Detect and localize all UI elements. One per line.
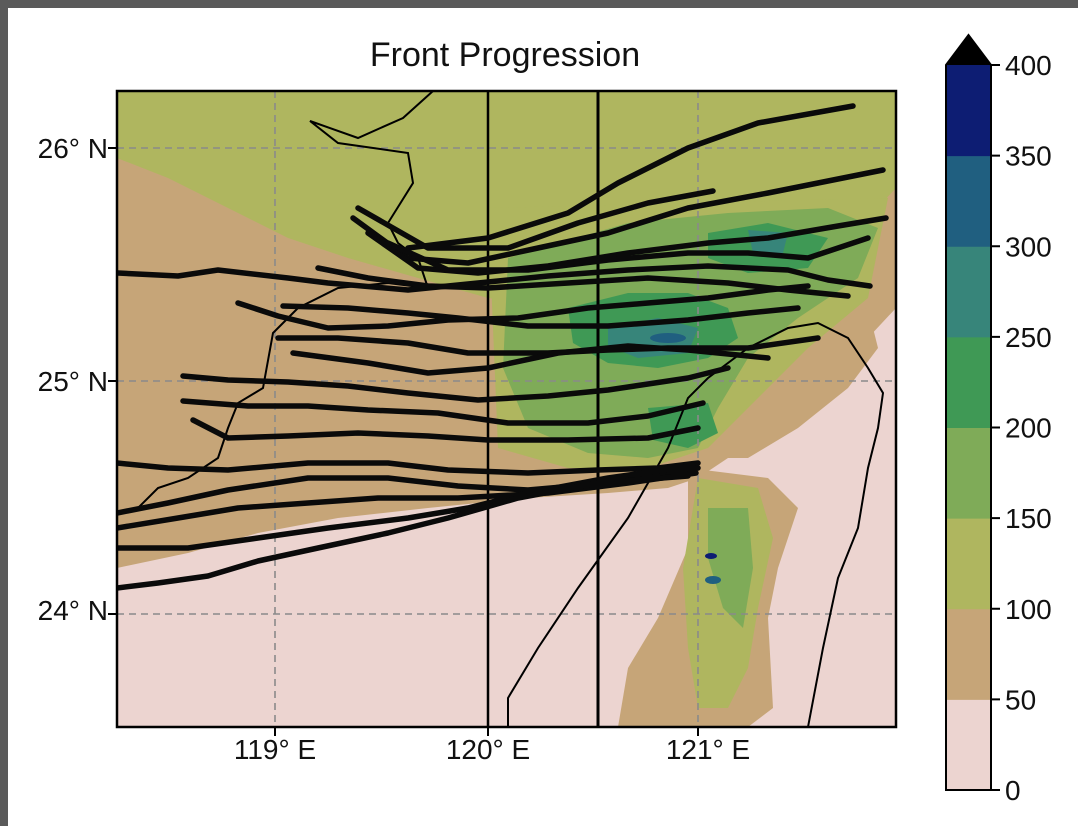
colorbar: 0 50 100 150 200 250 300 350 400 (945, 33, 1052, 806)
map-area (117, 91, 896, 727)
colorbar-tick-label: 0 (1005, 775, 1021, 806)
colorbar-segment (946, 699, 991, 791)
map-title: Front Progression (370, 36, 640, 74)
colorbar-segment (946, 65, 991, 157)
front-line (117, 463, 696, 551)
colorbar-segment (946, 336, 991, 428)
front-line (355, 188, 716, 251)
front-line (405, 103, 856, 251)
front-line (235, 283, 811, 331)
precip-band-150-b (708, 508, 753, 628)
precip-max-c (705, 553, 717, 559)
colorbar-tick-label: 300 (1005, 231, 1052, 262)
lat-tick-label-24: 24° N (38, 595, 108, 626)
colorbar-segment (946, 608, 991, 700)
front-lines (117, 103, 889, 591)
front-line (117, 470, 699, 531)
axis-tick-marks (108, 147, 699, 736)
front-line (117, 473, 691, 591)
colorbar-tick-label: 100 (1005, 594, 1052, 625)
colorbar-segment (946, 518, 991, 610)
map-frame (115, 89, 898, 729)
colorbar-segment (946, 155, 991, 247)
front-line (365, 215, 889, 276)
front-line (180, 398, 706, 426)
precip-max-b (705, 576, 721, 584)
colorbar-tick-label: 150 (1005, 503, 1052, 534)
colorbar-tick-label: 200 (1005, 413, 1052, 444)
colorbar-tick-label: 50 (1005, 684, 1036, 715)
front-line (117, 460, 701, 476)
lon-tick-label-121: 121° E (666, 734, 750, 765)
lat-tick-label-26: 26° N (38, 133, 108, 164)
figure-svg: Front Progression (38, 33, 1052, 806)
lon-tick-label-120: 120° E (446, 734, 530, 765)
front-line (280, 303, 801, 329)
colorbar-tick-label: 350 (1005, 141, 1052, 172)
front-line (190, 417, 701, 443)
lat-tick-label-25: 25° N (38, 366, 108, 397)
front-line (385, 235, 871, 273)
front-line (117, 263, 873, 293)
colorbar-segment (946, 246, 991, 338)
front-line (180, 365, 731, 403)
gridlines (117, 91, 896, 727)
precip-max-a (650, 333, 686, 343)
colorbar-tick-label: 250 (1005, 322, 1052, 353)
front-line (290, 343, 771, 376)
colorbar-tick-label: 400 (1005, 50, 1052, 81)
figure: Front Progression (8, 8, 1078, 826)
colorbar-extend-arrow (946, 35, 991, 65)
colorbar-segment (946, 427, 991, 519)
lon-tick-label-119: 119° E (234, 734, 316, 765)
